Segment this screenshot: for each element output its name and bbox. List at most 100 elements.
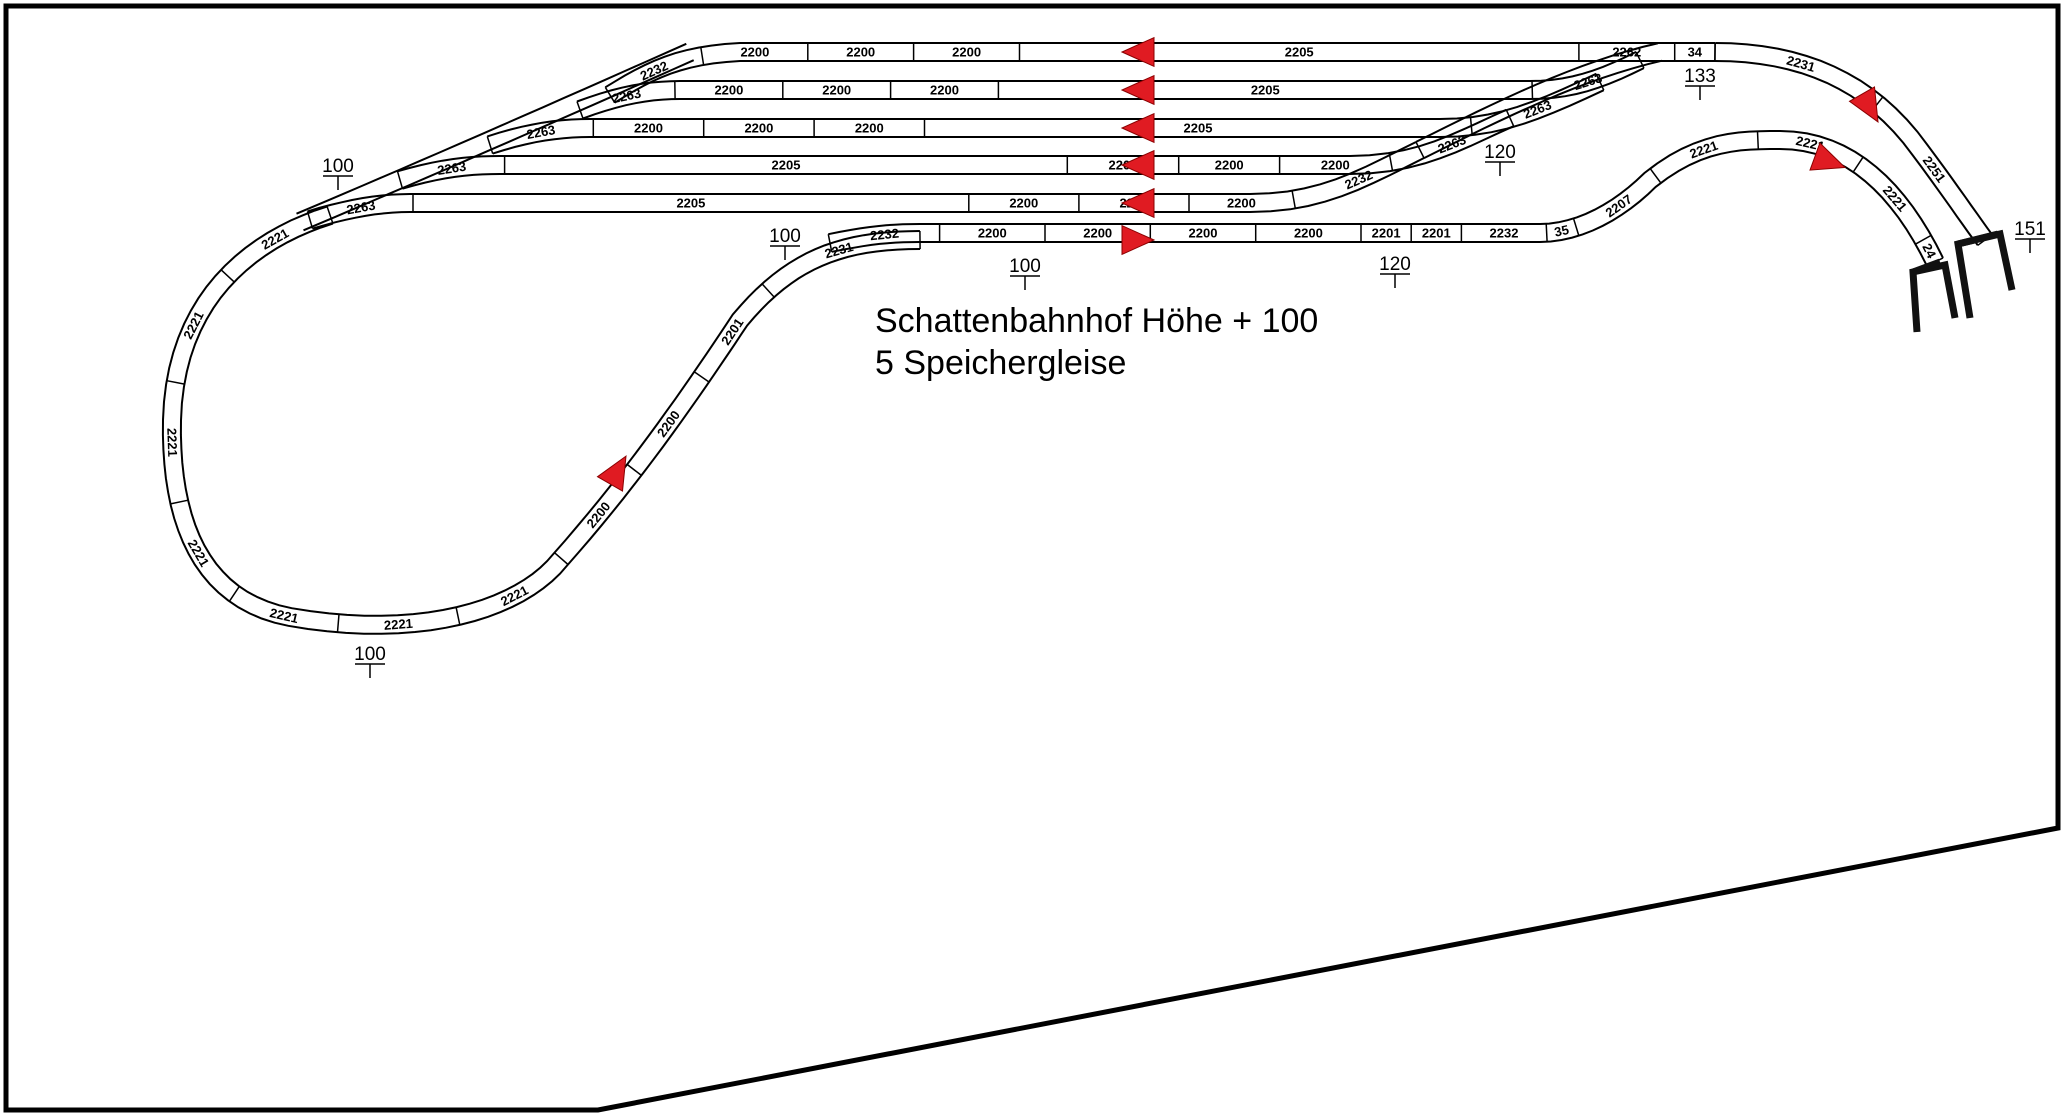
- track-segment-label: 2200: [634, 121, 663, 136]
- height-markers: 100 100 100 100 120 120 133 151: [322, 66, 2046, 678]
- track-segment-label: 34: [1688, 45, 1703, 60]
- segment-joint: [166, 379, 185, 385]
- segment-joint: [220, 269, 235, 283]
- track-segment-label: 2231: [1785, 53, 1817, 75]
- track-segment-label: 2205: [772, 158, 801, 173]
- height-marker-icon: 100: [1009, 256, 1041, 290]
- direction-arrows: [596, 36, 1879, 492]
- track-segment-label: 2200: [714, 83, 743, 98]
- segment-joint: [455, 607, 461, 626]
- track-segment-label: 2205: [1184, 121, 1213, 136]
- track-segment-label: 2200: [1009, 196, 1038, 211]
- track-segment-label: 2200: [1294, 226, 1323, 241]
- segment-joint: [396, 171, 404, 189]
- segment-joint: [1635, 51, 1645, 69]
- track-segment-label: 2232: [1490, 226, 1519, 241]
- track-segment-label: 2200: [744, 121, 773, 136]
- segment-joint: [336, 614, 340, 633]
- height-marker-label: 100: [769, 226, 801, 247]
- track-segment-label: 2262: [1612, 45, 1641, 60]
- direction-arrow-icon: [1809, 142, 1847, 171]
- height-marker-icon: 151: [2014, 219, 2046, 253]
- track-segment-label: 2201: [1422, 226, 1451, 241]
- track-segment-label: 2231: [823, 239, 855, 261]
- diagram-title: Schattenbahnhof Höhe + 100: [875, 302, 1318, 340]
- direction-arrow-icon: [1848, 86, 1879, 123]
- baseboard-outline: [3, 3, 2061, 1113]
- track-segment-label: 2200: [1189, 226, 1218, 241]
- loop-track: [161, 205, 921, 635]
- track-segment-label: 2263: [611, 86, 642, 107]
- height-marker-label: 100: [322, 156, 354, 177]
- track-segment-label: 2263: [436, 159, 467, 178]
- left-throat: [296, 42, 695, 232]
- rail: [604, 42, 1715, 89]
- segment-joint: [1595, 73, 1605, 91]
- track-segment-label: 2200: [978, 226, 1007, 241]
- siding-track-1: [604, 42, 1715, 104]
- height-marker-label: 120: [1379, 254, 1411, 275]
- rail: [614, 60, 1715, 104]
- height-marker-icon: 100: [322, 156, 354, 190]
- segment-joint: [1852, 156, 1864, 173]
- height-marker-label: 120: [1484, 142, 1516, 163]
- segment-joint: [1545, 223, 1548, 242]
- siding-track-5: [307, 141, 1425, 230]
- track-segment-label: 2200: [1227, 196, 1256, 211]
- rail: [576, 51, 1637, 103]
- track-segment-label: 2200: [822, 83, 851, 98]
- track-segment-label: 2221: [383, 616, 413, 633]
- segment-joint: [1469, 117, 1473, 136]
- segment-joint: [604, 86, 616, 104]
- track-segment-label: 2200: [952, 45, 981, 60]
- rail: [831, 148, 1928, 267]
- rail: [1715, 42, 1994, 236]
- track-segment-label: 2200: [846, 45, 875, 60]
- height-marker-icon: 133: [1684, 66, 1716, 100]
- rail: [402, 125, 1515, 190]
- rail: [161, 205, 921, 635]
- track-segment-label: 2263: [1436, 132, 1468, 156]
- rail: [397, 108, 1507, 173]
- direction-arrow-icon: [596, 455, 627, 492]
- rail: [312, 157, 1425, 230]
- diagram-subtitle: 5 Speichergleise: [875, 344, 1126, 382]
- direction-arrow-icon: [1120, 149, 1155, 181]
- height-marker-label: 133: [1684, 66, 1716, 87]
- track-segment-label: 2200: [1083, 226, 1112, 241]
- segment-joints: [166, 42, 1993, 633]
- track-segment-label: 2205: [1251, 83, 1280, 98]
- track-segment-label: 2263: [1572, 70, 1604, 93]
- siding-track-4: [397, 108, 1515, 190]
- segment-joint: [486, 136, 494, 154]
- rail: [179, 222, 920, 617]
- right-throat: [1415, 42, 1663, 159]
- rail: [828, 130, 1944, 259]
- track-segment-label: 2201: [1372, 226, 1401, 241]
- track-segment-label: 2200: [855, 121, 884, 136]
- segment-joint: [306, 211, 314, 229]
- segment-joint: [1572, 218, 1580, 236]
- siding-track-3: [487, 72, 1605, 155]
- track-segment-label: 2200: [930, 83, 959, 98]
- direction-arrow-icon: [1120, 74, 1155, 106]
- segment-joint: [693, 371, 710, 383]
- track-segment-label: 2205: [676, 196, 705, 211]
- rail: [487, 72, 1597, 138]
- height-marker-icon: 120: [1484, 142, 1516, 176]
- segment-joint: [1531, 80, 1534, 99]
- segment-joint: [1388, 152, 1394, 171]
- segment-joint: [761, 283, 775, 298]
- segment-joint: [1756, 131, 1760, 150]
- track-segment-label: 2221: [164, 428, 180, 457]
- direction-arrow-icon: [1120, 187, 1155, 219]
- rail: [492, 89, 1605, 155]
- track-segment-label: 2263: [525, 122, 556, 142]
- rail: [582, 67, 1645, 120]
- segment-joint: [700, 47, 705, 66]
- outer-return-track: [1714, 42, 1994, 246]
- segment-joint: [1291, 190, 1297, 209]
- track-segment-label: 35: [1553, 222, 1570, 240]
- segment-joint: [170, 499, 189, 505]
